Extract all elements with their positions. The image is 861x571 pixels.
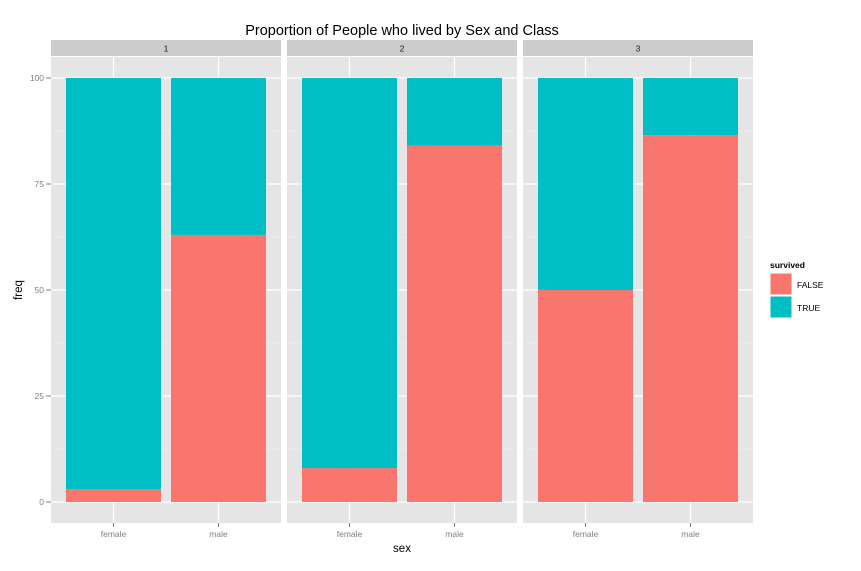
- y-axis-title: freq: [13, 280, 25, 300]
- y-tick-label: 25: [35, 391, 45, 401]
- facet-panel-1: 1 female male: [51, 40, 281, 539]
- facet-strip: [523, 40, 753, 56]
- bar-segment-female-false: [66, 489, 161, 502]
- legend-label: FALSE: [797, 280, 824, 290]
- facet-panel-3: 3 female male: [523, 40, 753, 539]
- bar-segment-male-false: [171, 234, 266, 502]
- x-axis-title: sex: [393, 543, 411, 555]
- bar-segment-female-false: [302, 468, 397, 502]
- legend-key-true: [769, 295, 793, 319]
- legend-key-false: [769, 272, 793, 296]
- x-tick-label: male: [445, 529, 464, 539]
- bar-segment-female-false: [538, 290, 633, 502]
- x-tick-label: male: [209, 529, 228, 539]
- legend-label: TRUE: [797, 303, 820, 313]
- x-tick-label: female: [101, 529, 127, 539]
- facet-strip-label: 3: [636, 44, 641, 54]
- facet-strip-label: 1: [164, 44, 169, 54]
- bar-segment-male-false: [407, 145, 502, 502]
- facet-panel-2: 2 female male: [287, 40, 517, 539]
- bar-segment-female-true: [302, 78, 397, 469]
- facet-strip: [287, 40, 517, 56]
- facets: 0 25 50 75 100 1 female male 2 female male 3 female m…: [30, 40, 753, 539]
- chart-title: Proportion of People who lived by Sex an…: [245, 23, 559, 39]
- legend: survived FALSE TRUE: [769, 260, 824, 319]
- y-tick-label: 50: [35, 285, 45, 295]
- x-tick-label: female: [337, 529, 363, 539]
- y-tick-label: 75: [35, 179, 45, 189]
- y-tick-label: 100: [30, 73, 44, 83]
- bar-segment-male-true: [171, 78, 266, 235]
- bar-segment-female-true: [538, 78, 633, 290]
- facet-strip-label: 2: [400, 44, 405, 54]
- bar-segment-male-true: [643, 78, 738, 136]
- bar-segment-female-true: [66, 78, 161, 490]
- x-tick-label: female: [573, 529, 599, 539]
- facet-strip: [51, 40, 281, 56]
- legend-title: survived: [770, 260, 805, 270]
- x-tick-label: male: [681, 529, 700, 539]
- bar-segment-male-true: [407, 78, 502, 146]
- bar-segment-male-false: [643, 135, 738, 503]
- y-tick-label: 0: [39, 497, 44, 507]
